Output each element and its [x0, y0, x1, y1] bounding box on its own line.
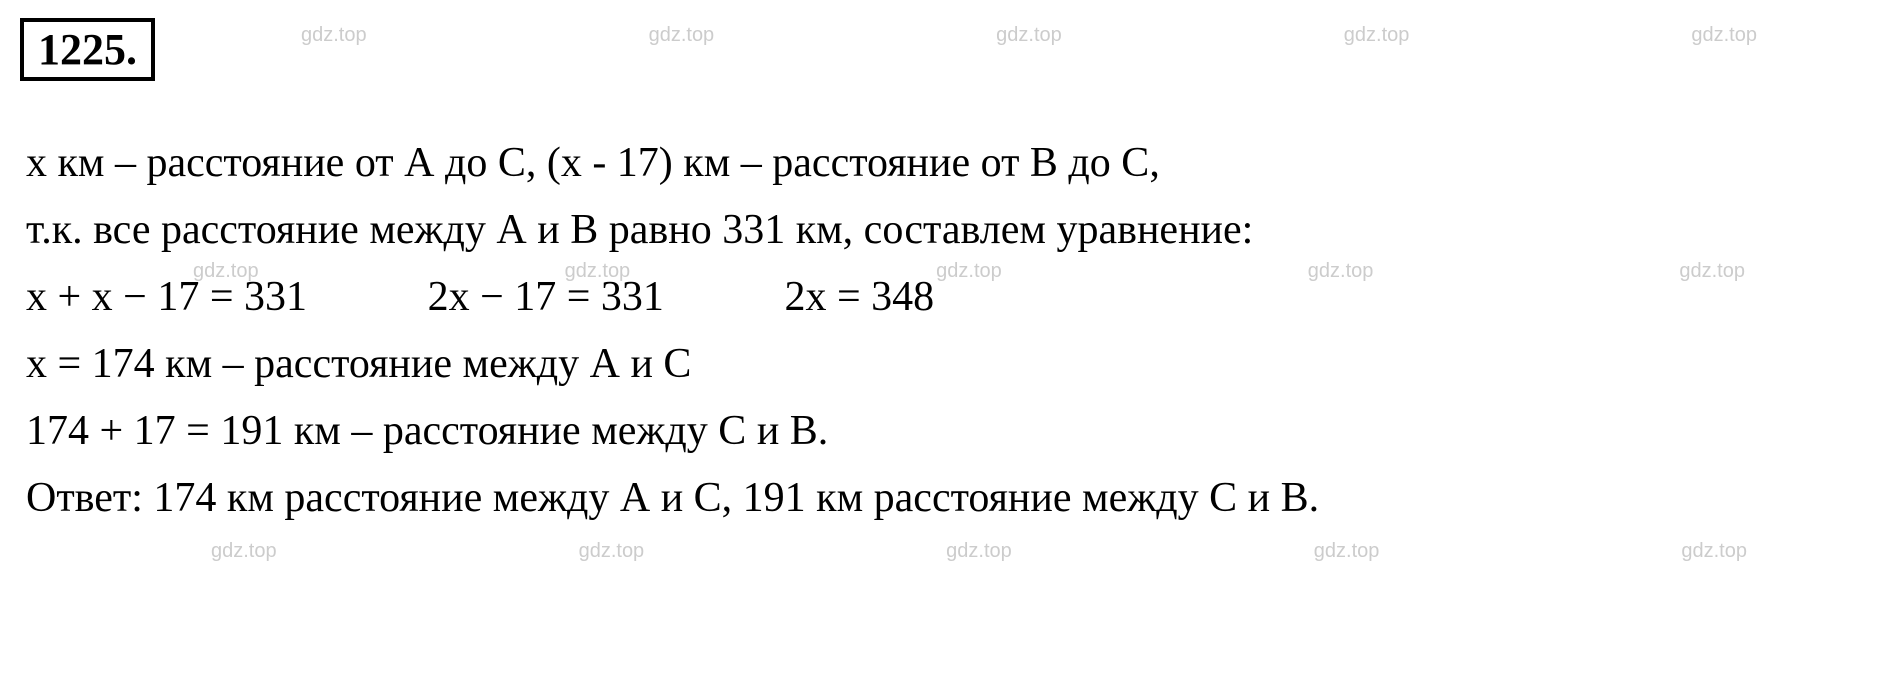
watermark-text: gdz.top [301, 24, 367, 47]
solution-line-4: x = 174 км – расстояние между А и С [26, 332, 1878, 397]
solution-line-5: 174 + 17 = 191 км – расстояние между С и… [26, 399, 1878, 464]
watermark-row-1: gdz.top gdz.top gdz.top gdz.top gdz.top [0, 24, 1898, 47]
solution-line-3: x + x − 17 = 331 2x − 17 = 331 2x = 348 [26, 265, 1878, 330]
problem-number-text: 1225. [38, 25, 137, 74]
solution-line-1: x км – расстояние от А до С, (x - 17) км… [26, 131, 1878, 196]
watermark-text: gdz.top [211, 540, 277, 563]
solution-line-2: т.к. все расстояние между А и В равно 33… [26, 198, 1878, 263]
watermark-text: gdz.top [1314, 540, 1380, 563]
watermark-text: gdz.top [1691, 24, 1757, 47]
watermark-text: gdz.top [996, 24, 1062, 47]
solution-line-6: Ответ: 174 км расстояние между А и С, 19… [26, 466, 1878, 531]
watermark-text: gdz.top [649, 24, 715, 47]
watermark-text: gdz.top [579, 540, 645, 563]
watermark-text: gdz.top [1681, 540, 1747, 563]
solution-content: x км – расстояние от А до С, (x - 17) км… [20, 131, 1878, 532]
watermark-text: gdz.top [1344, 24, 1410, 47]
expression-2: 2x − 17 = 331 [428, 265, 664, 330]
expression-3: 2x = 348 [784, 265, 934, 330]
expression-1: x + x − 17 = 331 [26, 265, 307, 330]
watermark-row-3: gdz.top gdz.top gdz.top gdz.top gdz.top [0, 540, 1898, 563]
watermark-text: gdz.top [946, 540, 1012, 563]
problem-number-box: 1225. [20, 18, 155, 81]
